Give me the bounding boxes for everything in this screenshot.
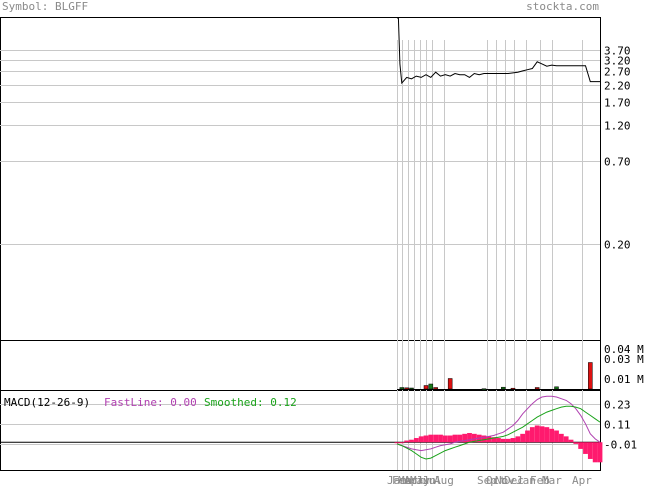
macd-fastline-label: FastLine: 0.00 bbox=[104, 396, 197, 409]
macd-histogram-bar bbox=[413, 438, 419, 443]
volume-bar bbox=[404, 387, 409, 390]
macd-histogram-bar bbox=[433, 434, 439, 443]
x-tick-label: Apr bbox=[404, 474, 424, 486]
volume-tick-label: 0.01 M bbox=[604, 373, 644, 386]
x-tick-label: Dec bbox=[504, 474, 524, 486]
volume-bar bbox=[501, 386, 506, 390]
macd-histogram-bar bbox=[583, 442, 588, 454]
x-tick-label: Feb bbox=[530, 474, 550, 486]
macd-histogram-bar bbox=[428, 434, 434, 443]
macd-histogram-bar bbox=[578, 442, 584, 449]
macd-histogram-bar bbox=[534, 425, 540, 443]
macd-histogram-bar bbox=[597, 442, 603, 463]
site-label: stockta.com bbox=[526, 0, 599, 13]
x-tick-label: Nov bbox=[495, 474, 515, 486]
macd-histogram-bar bbox=[462, 433, 468, 443]
macd-histogram-bar bbox=[554, 430, 559, 443]
macd-histogram-bar bbox=[568, 439, 574, 443]
x-tick-label: Jul bbox=[422, 474, 442, 486]
volume-tick-label: 0.04 M bbox=[604, 343, 644, 356]
macd-histogram-bar bbox=[481, 435, 487, 443]
macd-tick-label: -0.01 bbox=[604, 439, 637, 452]
volume-panel-frame bbox=[0, 340, 601, 391]
macd-tick-label: 0.11 bbox=[604, 419, 631, 432]
macd-histogram-bar bbox=[442, 435, 448, 443]
x-tick-label: Apr bbox=[572, 474, 592, 486]
x-tick-label: Sep bbox=[477, 474, 497, 486]
x-tick-label: Feb bbox=[392, 474, 412, 486]
price-tick-label: 1.20 bbox=[604, 120, 631, 133]
macd-histogram-bar bbox=[394, 442, 400, 444]
price-panel-frame bbox=[0, 17, 601, 341]
macd-histogram-bar bbox=[515, 436, 521, 443]
macd-histogram-bar bbox=[457, 434, 463, 443]
macd-smoothed-line bbox=[396, 405, 601, 460]
volume-bar bbox=[409, 387, 414, 390]
macd-histogram-bar bbox=[544, 427, 550, 443]
volume-bar bbox=[588, 362, 593, 390]
macd-histogram-bar bbox=[529, 427, 535, 443]
macd-histogram-bar bbox=[409, 439, 414, 443]
volume-tick-label: 0.03 M bbox=[604, 353, 644, 366]
x-tick-label: Jun bbox=[416, 474, 436, 486]
macd-title: MACD(12-26-9) bbox=[4, 396, 91, 409]
macd-histogram-bar bbox=[587, 442, 593, 459]
macd-histogram-bar bbox=[573, 442, 579, 444]
macd-smoothed-label: Smoothed: 0.12 bbox=[204, 396, 297, 409]
macd-fastline-line bbox=[396, 395, 601, 452]
volume-bar bbox=[447, 378, 453, 390]
price-tick-label: 3.20 bbox=[604, 55, 631, 68]
price-tick-label: 1.70 bbox=[604, 97, 631, 110]
macd-histogram-bar bbox=[491, 437, 497, 443]
macd-histogram-bar bbox=[399, 442, 405, 444]
x-tick-label: May bbox=[410, 474, 430, 486]
volume-bar bbox=[423, 385, 429, 390]
volume-bar bbox=[399, 387, 405, 390]
symbol-label: Symbol: BLGFF bbox=[2, 0, 89, 13]
macd-histogram-bar bbox=[505, 438, 511, 443]
macd-histogram-bar bbox=[471, 433, 477, 443]
macd-histogram-bar bbox=[539, 426, 545, 443]
x-tick-label: Aug bbox=[434, 474, 454, 486]
x-tick-label: Jan bbox=[387, 474, 407, 486]
macd-histogram-bar bbox=[423, 435, 429, 443]
x-tick-label: Mar bbox=[542, 474, 562, 486]
macd-panel-frame bbox=[0, 390, 601, 471]
macd-histogram-bar bbox=[496, 438, 501, 443]
macd-histogram-bar bbox=[418, 436, 424, 443]
price-tick-label: 2.20 bbox=[604, 80, 631, 93]
price-tick-label: 0.70 bbox=[604, 156, 631, 169]
price-tick-label: 2.70 bbox=[604, 66, 631, 79]
macd-histogram-bar bbox=[467, 433, 472, 443]
macd-histogram-bar bbox=[438, 434, 443, 443]
x-tick-label: Oct bbox=[486, 474, 506, 486]
macd-histogram-bar bbox=[447, 435, 453, 443]
macd-histogram-bar bbox=[452, 434, 458, 443]
macd-histogram-bar bbox=[520, 433, 526, 443]
macd-tick-label: 0.23 bbox=[604, 399, 631, 412]
macd-histogram-bar bbox=[510, 438, 516, 443]
macd-histogram-bar bbox=[404, 440, 410, 443]
volume-bar bbox=[554, 386, 559, 390]
macd-histogram-bar bbox=[549, 428, 555, 443]
x-tick-label: Mar bbox=[398, 474, 418, 486]
volume-bar bbox=[510, 387, 516, 390]
volume-bar bbox=[428, 383, 434, 390]
volume-bar bbox=[534, 387, 540, 390]
macd-histogram-bar bbox=[525, 430, 530, 443]
macd-histogram-bar bbox=[558, 433, 564, 443]
macd-histogram-bar bbox=[500, 438, 506, 443]
volume-bar bbox=[481, 388, 487, 390]
price-tick-label: 0.20 bbox=[604, 239, 631, 252]
volume-bar bbox=[433, 387, 438, 390]
price-line bbox=[397, 17, 600, 85]
x-tick-label: Jan bbox=[516, 474, 536, 486]
price-tick-label: 3.70 bbox=[604, 45, 631, 58]
macd-histogram-bar bbox=[563, 436, 569, 443]
macd-histogram-bar bbox=[592, 442, 598, 463]
